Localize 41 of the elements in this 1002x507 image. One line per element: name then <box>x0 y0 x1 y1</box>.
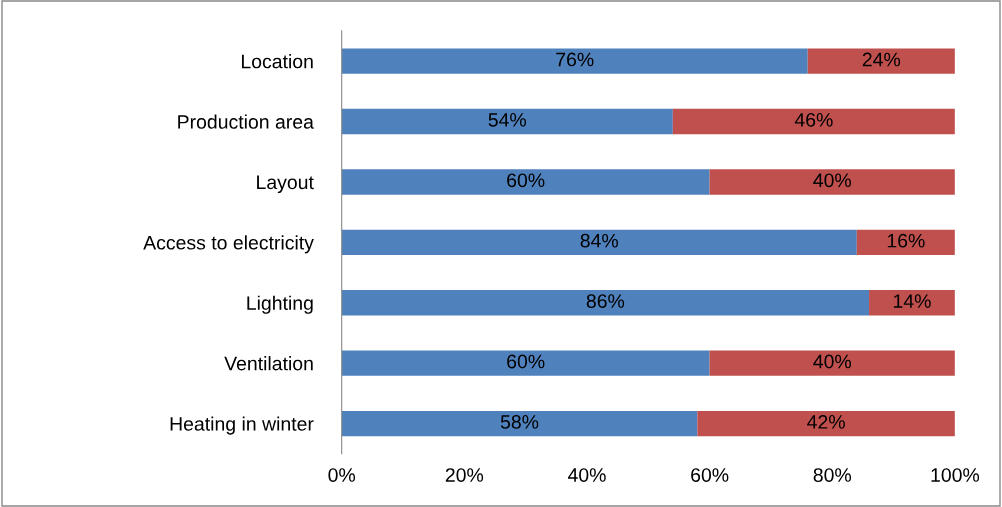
x-tick-label: 80% <box>813 468 852 482</box>
bar <box>672 108 955 135</box>
y-tick-label: Production area <box>178 114 314 129</box>
bar <box>807 48 955 74</box>
bar <box>709 169 955 195</box>
x-tick-label: 20% <box>445 468 484 482</box>
data-label: 42% <box>807 415 845 429</box>
bar <box>341 290 870 316</box>
y-tick-label: Access to electricity <box>143 235 314 254</box>
data-label: 84% <box>580 233 618 248</box>
bar <box>341 169 710 195</box>
y-tick-label: Heating in winter <box>170 416 314 435</box>
bar <box>709 350 955 376</box>
bar <box>869 290 955 316</box>
data-label: 60% <box>507 354 545 369</box>
data-label: 86% <box>586 294 625 308</box>
y-tick-label: Ventilation <box>224 356 313 371</box>
data-label: 24% <box>862 52 901 67</box>
data-label: 60% <box>507 173 545 188</box>
x-tick-label: 60% <box>691 468 729 482</box>
bar <box>341 229 857 256</box>
bar <box>341 410 698 437</box>
data-label: 76% <box>556 52 594 67</box>
y-tick-label: Lighting <box>247 295 313 314</box>
y-tick-label: Layout <box>257 175 314 194</box>
bar <box>697 410 955 437</box>
x-tick-label: 0% <box>328 468 356 482</box>
data-label: 58% <box>500 415 539 429</box>
x-tick-label: 100% <box>931 468 980 482</box>
data-label: 40% <box>813 354 852 369</box>
bar <box>341 350 710 376</box>
data-label: 54% <box>488 113 527 127</box>
data-label: 46% <box>794 112 833 127</box>
bar <box>856 229 955 256</box>
data-label: 40% <box>813 173 852 188</box>
data-label: 14% <box>894 294 931 308</box>
y-tick-label: Location <box>241 54 313 69</box>
x-tick-label: 40% <box>567 468 606 482</box>
bar <box>341 48 808 74</box>
data-label: 16% <box>887 233 925 248</box>
bar <box>341 108 673 135</box>
